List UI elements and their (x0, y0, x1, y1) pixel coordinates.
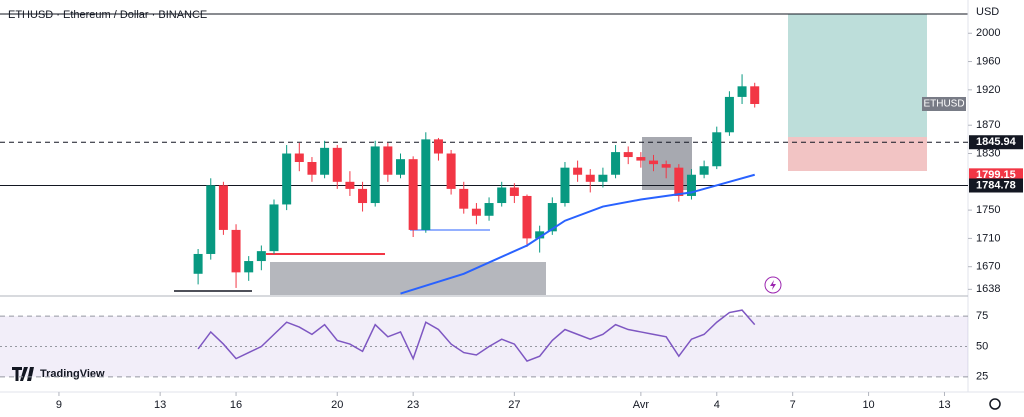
symbol-tag-label: ETHUSD (923, 99, 964, 110)
candle-body (737, 86, 747, 97)
moving-average (400, 173, 755, 295)
y-tick-label: 1960 (976, 55, 1000, 67)
candle-body (724, 96, 734, 133)
price-tag-label: 1845.94 (976, 136, 1017, 148)
candle-body (332, 147, 342, 182)
candle-body (750, 86, 760, 104)
candle-body (699, 166, 709, 175)
x-tick-label: 7 (790, 399, 796, 411)
brand-logo (12, 367, 34, 381)
rsi-tick-label: 25 (976, 371, 988, 383)
candle-body (294, 153, 304, 163)
candle-body (244, 261, 254, 273)
price-tag-label: 1799.15 (976, 169, 1016, 181)
candle-body (649, 160, 659, 165)
symbol-tag (922, 96, 966, 111)
candle-body (459, 188, 469, 209)
candle-body (206, 185, 216, 254)
candle-body (421, 139, 431, 230)
x-tick-label: 9 (56, 399, 62, 411)
candle-body (573, 167, 583, 175)
candle-body (320, 147, 330, 175)
candle-body (358, 188, 368, 204)
candle-body (623, 152, 633, 158)
y-tick-label: 1638 (976, 283, 1000, 295)
settings-icon[interactable] (989, 398, 1001, 410)
x-tick-label: 10 (862, 399, 874, 411)
candle-body (433, 139, 443, 154)
candle-body (345, 181, 355, 189)
candle-body (661, 164, 671, 168)
y-tick-label: 1670 (976, 261, 1000, 273)
rsi-tick-label: 75 (976, 310, 988, 322)
y-tick-label: 1920 (976, 84, 1000, 96)
candle-body (383, 146, 393, 175)
candle-body (396, 159, 406, 175)
candle-body (522, 195, 532, 239)
chart-title: ETHUSD · Ethereum / Dollar · BINANCE (8, 9, 207, 21)
y-tick-label: 2000 (976, 27, 1000, 39)
price-tag (969, 178, 1023, 193)
candle-body (484, 203, 494, 216)
y-tick-label: 1830 (976, 147, 1000, 159)
y-tick-label: 1870 (976, 119, 1000, 131)
candle-body (256, 251, 266, 262)
y-tick-label: 1750 (976, 204, 1000, 216)
candle-body (408, 159, 418, 230)
candle-body (560, 167, 570, 204)
long-target-zone (788, 14, 927, 137)
x-tick-label: 20 (331, 399, 343, 411)
x-tick-label: 4 (714, 399, 720, 411)
price-tag-label: 1784.78 (976, 179, 1016, 191)
candle-body (585, 174, 595, 182)
candle-body (471, 208, 481, 216)
candle-body (611, 152, 621, 175)
candle-body (193, 253, 203, 274)
rsi-tick-label: 50 (976, 340, 988, 352)
x-tick-label: 27 (508, 399, 520, 411)
candle-body (686, 174, 696, 196)
x-tick-label: 13 (154, 399, 166, 411)
x-tick-label: 23 (407, 399, 419, 411)
candle-body (509, 187, 519, 196)
candle-body (269, 204, 279, 252)
brand: TradingView (40, 368, 105, 380)
candle-body (282, 153, 292, 205)
x-tick-label: 16 (230, 399, 242, 411)
currency-label: USD (976, 6, 999, 18)
x-tick-label: Avr (633, 399, 650, 411)
candle-body (370, 146, 380, 204)
price-tag (969, 135, 1023, 150)
x-tick-label: 13 (938, 399, 950, 411)
rsi-line (197, 309, 756, 362)
candle-body (674, 167, 684, 196)
y-tick-label: 1710 (976, 232, 1000, 244)
candle-body (535, 231, 545, 239)
candle-body (712, 132, 722, 167)
candle-body (598, 174, 608, 182)
range-box (270, 262, 546, 295)
candle-body (218, 185, 228, 230)
candle-body (636, 157, 646, 161)
candle-body (446, 153, 456, 189)
candle-body (231, 229, 241, 273)
event-icon-bolt (770, 280, 776, 290)
candle-body (497, 187, 507, 204)
candle-body (307, 162, 317, 175)
candle-body (547, 203, 557, 232)
